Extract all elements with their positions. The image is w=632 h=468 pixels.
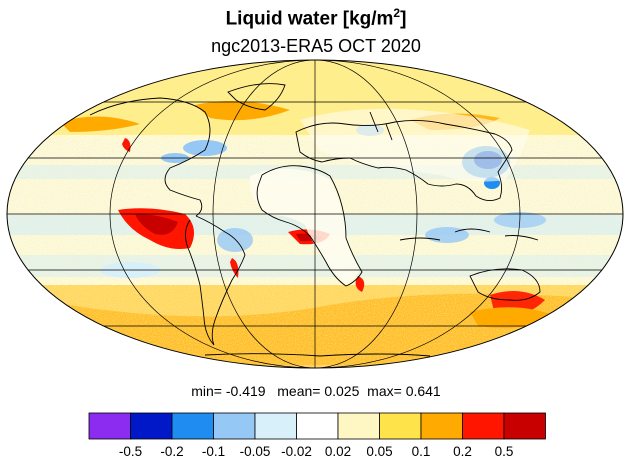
colorbar-tick-label: -0.2 (160, 444, 184, 459)
statistics-line: min= -0.419 mean= 0.025 max= 0.641 (0, 383, 632, 399)
plot-title: Liquid water [kg/m2] (0, 6, 632, 30)
stat-max-value: 0.641 (405, 383, 441, 399)
colorbar-swatch (379, 412, 422, 440)
coastlines (89, 83, 541, 357)
stat-mean-label: mean= (277, 383, 321, 399)
colorbar-tick-label: -0.02 (281, 444, 312, 459)
stat-min-value: -0.419 (225, 383, 266, 399)
globe-outline (6, 59, 624, 369)
colorbar-swatch (462, 412, 505, 440)
colorbar-tick-label: 0.1 (411, 444, 431, 459)
plot-subtitle: ngc2013-ERA5 OCT 2020 (211, 36, 421, 56)
colorbar-tick-label: 0.02 (324, 444, 352, 459)
colorbar-tick-label: -0.05 (239, 444, 271, 459)
colorbar-swatch (296, 412, 339, 440)
stat-min-label: min= (191, 383, 222, 399)
stat-max-label: max= (367, 383, 402, 399)
colorbar-swatch (420, 412, 463, 440)
colorbar-swatch (171, 412, 214, 440)
colorbar-swatch (130, 412, 173, 440)
colorbar-swatch (254, 412, 297, 440)
colorbar-swatch (503, 412, 546, 440)
colorbar-tick-label: 0.2 (453, 444, 472, 459)
title-text: Liquid water [kg/m (225, 8, 394, 30)
colorbar-tick-label: -0.1 (201, 444, 226, 459)
colorbar-tick-label: 0.05 (366, 444, 393, 459)
title-close: ] (400, 8, 407, 30)
colorbar-swatch (213, 412, 256, 440)
colorbar-tick-label: 0.5 (494, 444, 514, 459)
title-superscript: 2 (393, 6, 401, 20)
colorbar-swatch (337, 412, 380, 440)
colorbar-tick-label: -0.5 (118, 444, 143, 459)
colorbar-swatch (88, 412, 131, 440)
stat-mean-value: 0.025 (324, 383, 360, 399)
